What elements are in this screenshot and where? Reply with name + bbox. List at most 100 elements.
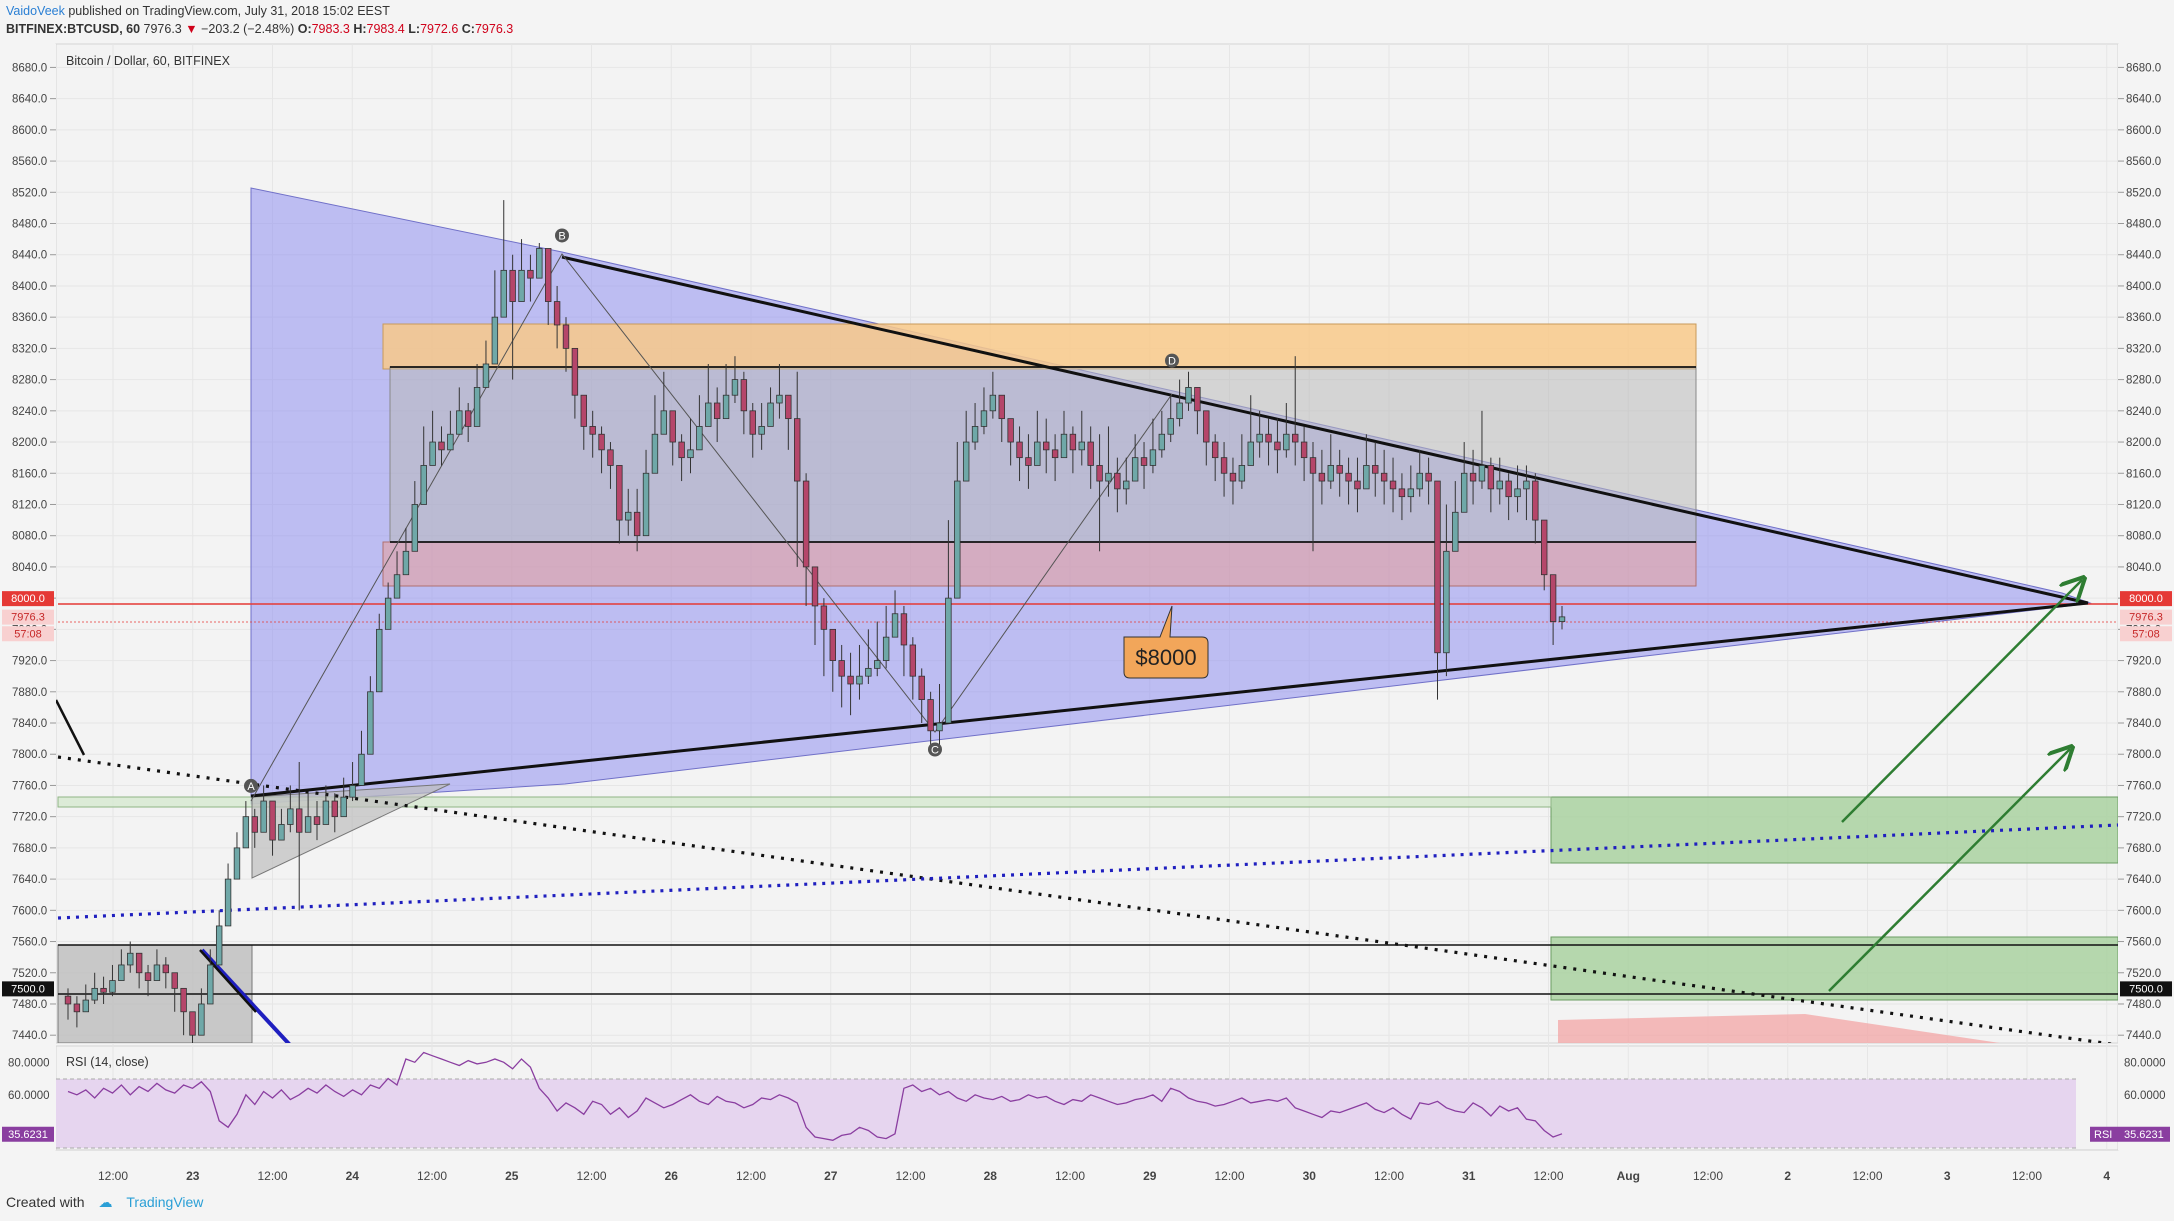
candle-body — [527, 269, 534, 279]
candle-body — [660, 410, 668, 435]
candle-body — [598, 433, 605, 451]
y-tick-right: 8240.0 — [2126, 406, 2161, 418]
author-link[interactable]: VaidoVeek — [6, 4, 65, 18]
candle-body — [1541, 519, 1548, 576]
candle-body — [376, 628, 383, 693]
candle-body — [971, 426, 979, 443]
candle-body — [358, 753, 365, 786]
tradingview-logo-icon[interactable]: ☁ — [98, 1194, 113, 1210]
y-tick-left: 7920.0 — [12, 656, 47, 668]
y-tick-left: 8400.0 — [12, 281, 47, 293]
x-tick: 12:00 — [576, 1169, 606, 1183]
symbol-line: BITFINEX:BTCUSD, 60 7976.3 ▼ −203.2 (−2.… — [6, 22, 513, 36]
y-tick-left: 7760.0 — [12, 780, 47, 792]
candle-body — [367, 691, 374, 755]
y-tick-right: 8360.0 — [2126, 312, 2161, 324]
candle-body — [1051, 449, 1059, 459]
created-with: Created with — [6, 1194, 85, 1210]
candle-body — [633, 511, 641, 537]
x-tick: 12:00 — [736, 1169, 766, 1183]
price-label-box — [2120, 609, 2172, 625]
candle-body — [402, 550, 410, 576]
candle-body — [1460, 472, 1468, 513]
price-label: 57:08 — [14, 628, 42, 640]
candle-body — [207, 964, 214, 1005]
candle-body — [909, 644, 917, 677]
y-tick-left: 8480.0 — [12, 219, 47, 231]
candle-body — [589, 426, 596, 435]
x-tick: 2 — [1784, 1169, 1791, 1183]
candle-body — [127, 952, 134, 966]
candle-body — [1443, 550, 1450, 654]
candle-body — [1354, 480, 1361, 490]
candle-body — [696, 426, 703, 451]
candle-body — [180, 987, 187, 1013]
candle-body — [144, 972, 152, 981]
candle-body — [1185, 387, 1192, 404]
candle-body — [73, 1003, 81, 1013]
candle-body — [411, 504, 419, 552]
triangle-upper-line — [561, 255, 2089, 605]
y-tick-right: 8680.0 — [2126, 62, 2161, 74]
candle-body — [384, 597, 392, 630]
x-tick: 12:00 — [1214, 1169, 1244, 1183]
x-tick: 12:00 — [98, 1169, 128, 1183]
candle-body — [473, 387, 481, 427]
candle-body — [340, 796, 347, 818]
candle-body — [847, 675, 854, 685]
green-zone-lower — [1550, 936, 2118, 1001]
y-tick-right: 8400.0 — [2126, 281, 2161, 293]
candle-body — [482, 363, 490, 388]
candle-body — [100, 987, 107, 993]
x-tick: 25 — [505, 1169, 519, 1183]
candle-body — [731, 379, 739, 396]
y-tick-left: 8040.0 — [12, 562, 47, 574]
wave-point-marker — [928, 742, 942, 757]
y-tick-left: 8560.0 — [12, 156, 47, 168]
candle-body — [1096, 465, 1103, 482]
y-tick-left: 7600.0 — [12, 905, 47, 917]
low-label: L: — [408, 22, 421, 36]
candle-body — [1087, 441, 1094, 466]
y-tick-left: 8520.0 — [12, 187, 47, 199]
candle-body — [1514, 488, 1521, 498]
candle-body — [1327, 465, 1334, 482]
candle-body — [740, 379, 748, 412]
candle-body — [260, 800, 267, 833]
rsi-last-label: 35.6231 — [8, 1129, 48, 1141]
green-zone-upper — [1550, 796, 2118, 864]
price-label-box — [2, 591, 54, 607]
forecast-arrow-1 — [1841, 580, 2082, 823]
chart-title: Bitcoin / Dollar, 60, BITFINEX — [66, 54, 231, 68]
x-tick: 12:00 — [895, 1169, 925, 1183]
candle-body — [1158, 433, 1166, 451]
candle-body — [882, 636, 890, 661]
candle-body — [1434, 480, 1441, 654]
y-tick-left: 8640.0 — [12, 94, 47, 106]
candle-body — [962, 441, 970, 482]
candle-body — [429, 441, 436, 466]
candle-body — [1558, 616, 1566, 622]
x-tick: 3 — [1944, 1169, 1951, 1183]
candle-body — [1380, 472, 1388, 482]
candle-body — [162, 964, 170, 974]
y-tick-left: 8280.0 — [12, 375, 47, 387]
candle-body — [1025, 457, 1032, 466]
callout-8000[interactable]: $8000 — [1123, 605, 1209, 679]
y-tick-left: 7480.0 — [12, 999, 47, 1011]
candle-body — [447, 433, 454, 451]
change-down-icon: ▼ — [185, 22, 198, 36]
x-tick: 26 — [665, 1169, 679, 1183]
candle-body — [1194, 387, 1201, 412]
price-label: 7976.3 — [11, 612, 45, 624]
y-tick-left: 8600.0 — [12, 125, 47, 137]
candle-body — [874, 660, 881, 669]
candle-body — [1425, 472, 1432, 482]
tradingview-brand[interactable]: TradingView — [126, 1194, 204, 1210]
x-tick: 23 — [186, 1169, 200, 1183]
y-tick-left: 7520.0 — [12, 968, 47, 980]
candle-body — [954, 480, 961, 599]
close-label: C: — [461, 22, 475, 36]
y-tick-left: 7840.0 — [12, 718, 47, 730]
